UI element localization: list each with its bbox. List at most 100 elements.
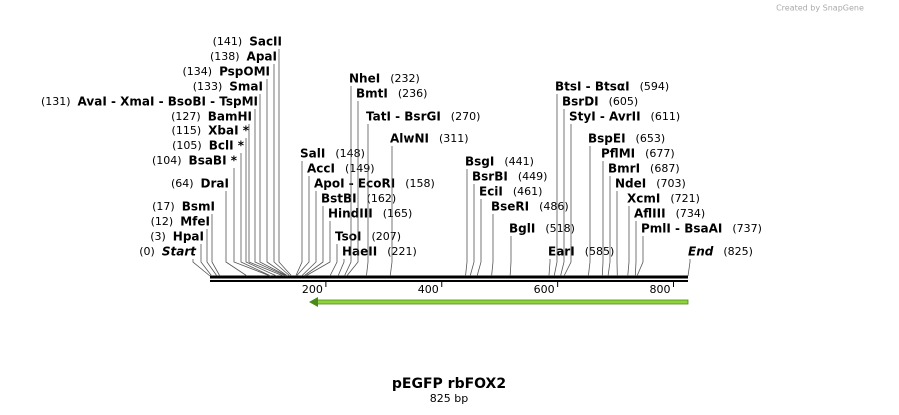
enzyme-name: SalI: [300, 147, 325, 161]
leader-line: [233, 168, 271, 277]
leader-line: [296, 176, 310, 277]
enzyme-name: AlwNI: [390, 132, 429, 146]
site-position: (236): [398, 87, 428, 100]
leader-line: [192, 259, 211, 277]
site-position: (105): [172, 139, 202, 152]
enzyme-name: End: [688, 245, 714, 259]
leader-line: [254, 109, 287, 277]
leader-line: [248, 124, 284, 277]
leader-line: [211, 214, 221, 277]
subtitle: 825 bp: [430, 392, 468, 405]
enzyme-name: BspEI: [588, 132, 626, 146]
leader-line: [240, 153, 272, 277]
tick-label: 200: [302, 283, 323, 296]
site-position: (825): [723, 245, 753, 258]
enzyme-name: ApoI - EcoRI: [314, 177, 395, 191]
leader-line: [627, 206, 630, 277]
enzyme-name: PmlI - BsaAI: [641, 222, 722, 236]
enzyme-name: HindIII: [328, 207, 373, 221]
enzyme-name: BstBI: [321, 192, 357, 206]
site-position: (677): [645, 147, 675, 160]
enzyme-name: BglI: [509, 222, 535, 236]
enzyme-name: EciI: [479, 185, 503, 199]
enzyme-name: ApaI: [247, 50, 277, 64]
tick-label: 400: [418, 283, 439, 296]
site-position: (141): [213, 35, 243, 48]
leader-line: [687, 259, 691, 277]
site-position: (653): [636, 132, 666, 145]
leader-line: [273, 64, 291, 277]
enzyme-name: BamHI: [208, 110, 252, 124]
leader-line: [305, 221, 331, 277]
site-position: (162): [367, 192, 397, 205]
site-position: (441): [504, 155, 534, 168]
site-position: (518): [545, 222, 575, 235]
enzyme-name: PspOMI: [219, 65, 270, 79]
site-position: (158): [405, 177, 435, 190]
site-position: (687): [650, 162, 680, 175]
site-position: (149): [345, 162, 375, 175]
leader-line: [346, 101, 359, 277]
site-position: (0): [139, 245, 155, 258]
feature-arrow: [315, 299, 689, 305]
site-position: (605): [609, 95, 639, 108]
site-position: (104): [152, 154, 182, 167]
site-position: (64): [171, 177, 194, 190]
site-position: (165): [383, 207, 413, 220]
leader-line: [206, 229, 218, 277]
site-position: (115): [172, 124, 202, 137]
enzyme-name: EarI: [548, 245, 575, 259]
site-position: (131): [41, 95, 71, 108]
leader-line: [266, 79, 288, 277]
leader-line: [295, 161, 303, 277]
leader-line: [587, 146, 591, 277]
site-position: (737): [732, 222, 762, 235]
site-position: (486): [539, 200, 569, 213]
enzyme-name: BmrI: [608, 162, 640, 176]
leader-line: [563, 124, 572, 277]
site-position: (221): [387, 245, 417, 258]
enzyme-name: HaeII: [342, 245, 377, 259]
leader-line: [389, 146, 393, 277]
leader-line: [465, 169, 468, 277]
enzyme-name: HpaI: [173, 230, 204, 244]
leader-line: [366, 124, 369, 277]
enzyme-name: StyI - AvrII: [569, 110, 641, 124]
enzyme-name: BsmI: [182, 200, 215, 214]
enzyme-name: PflMI: [601, 147, 635, 161]
brand: Created by SnapGene: [776, 4, 864, 13]
enzyme-name: BsrDI: [562, 95, 599, 109]
enzyme-name: XbaI *: [208, 124, 250, 138]
leader-line: [259, 94, 288, 277]
leader-line: [278, 49, 292, 277]
site-position: (734): [676, 207, 706, 220]
enzyme-name: BmtI: [356, 87, 388, 101]
enzyme-name: AflIII: [634, 207, 666, 221]
site-position: (3): [150, 230, 166, 243]
feature-arrowhead: [309, 297, 318, 307]
leader-line: [636, 236, 644, 277]
enzyme-name: NdeI: [615, 177, 646, 191]
site-position: (461): [513, 185, 543, 198]
site-position: (127): [171, 110, 201, 123]
enzyme-name: BclI *: [209, 139, 245, 153]
enzyme-name: AccI: [307, 162, 335, 176]
site-position: (134): [182, 65, 212, 78]
leader-line: [548, 259, 551, 277]
leader-line: [476, 199, 482, 277]
enzyme-name: DraI: [201, 177, 229, 191]
enzyme-name: BtsI - BtsαI: [555, 80, 630, 94]
site-position: (148): [335, 147, 365, 160]
site-position: (585): [585, 245, 615, 258]
enzyme-name: SacII: [249, 35, 282, 49]
tick-label: 800: [650, 283, 671, 296]
enzyme-name: MfeI: [180, 215, 210, 229]
leader-line: [634, 221, 637, 277]
enzyme-name: Start: [162, 245, 197, 259]
leader-line: [601, 161, 604, 277]
site-position: (17): [152, 200, 175, 213]
leader-line: [200, 244, 213, 277]
enzyme-name: AvaI - XmaI - BsoBI - TspMI: [78, 95, 258, 109]
